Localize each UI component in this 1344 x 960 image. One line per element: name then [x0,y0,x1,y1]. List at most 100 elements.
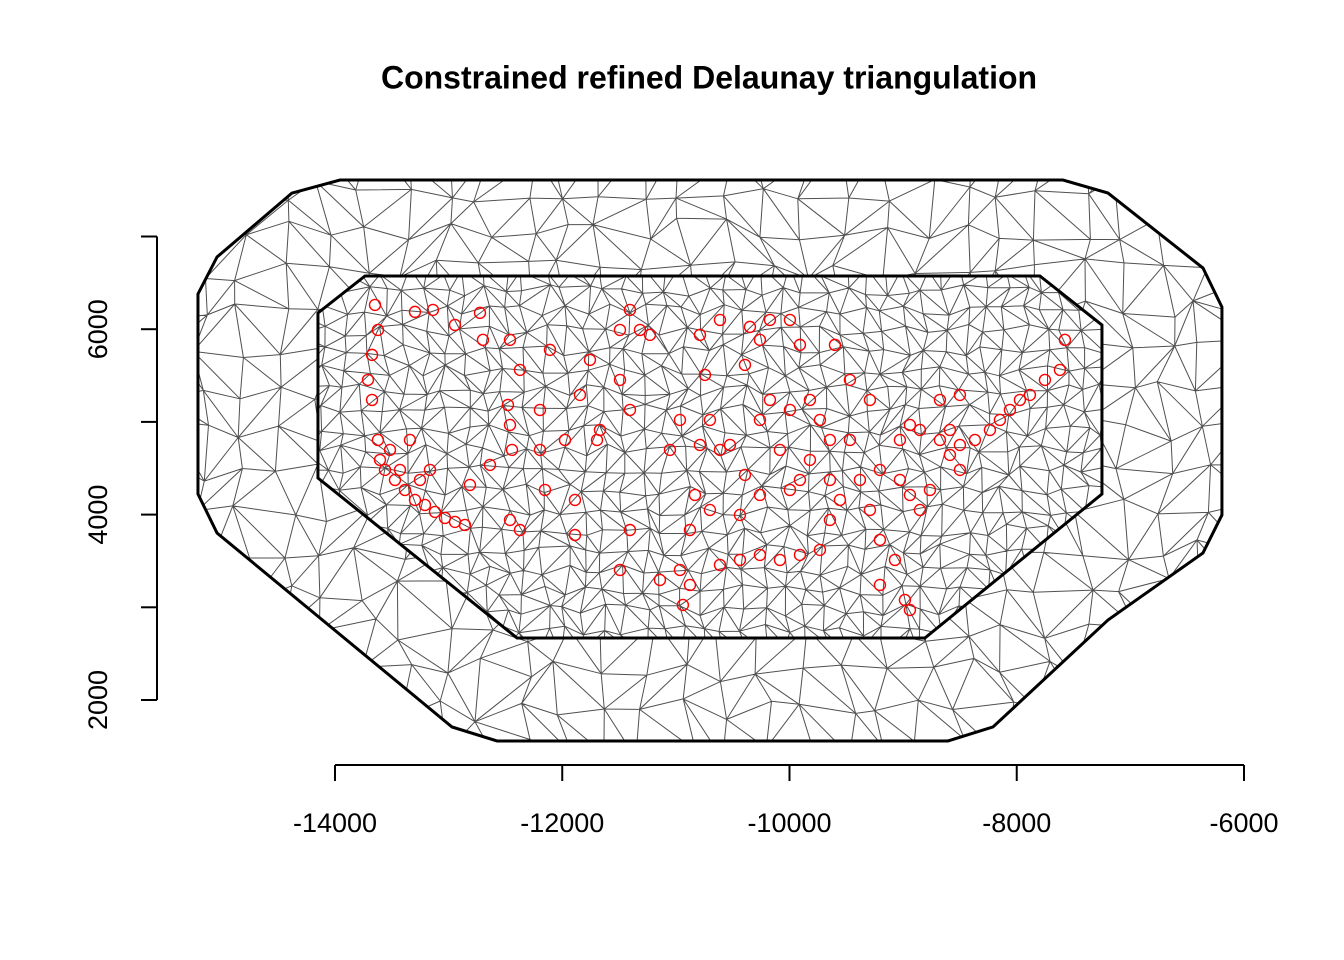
point [558,433,572,447]
point [688,488,702,502]
point [590,433,604,447]
point [803,453,817,467]
point [783,403,797,417]
point [503,333,517,347]
point [693,328,707,342]
point [1058,333,1072,347]
point [783,313,797,327]
point [408,305,422,319]
point [738,468,752,482]
point [953,388,967,402]
x-tick-label: -6000 [1209,808,1278,838]
y-tick-label: 2000 [83,670,113,730]
point [753,413,767,427]
boundary [196,178,1224,743]
point [463,478,477,492]
point [1038,373,1052,387]
point [813,413,827,427]
point [783,483,797,497]
point [823,433,837,447]
point [698,368,712,382]
point [803,393,817,407]
point [361,373,375,387]
point [738,358,752,372]
point [753,333,767,347]
point [793,473,807,487]
point [1013,393,1027,407]
point [371,323,385,337]
point [853,473,867,487]
point [843,373,857,387]
point [373,453,387,467]
point [903,418,917,432]
point [743,320,757,334]
point [426,303,440,317]
point [383,443,397,457]
point [953,438,967,452]
point [683,523,697,537]
point [753,548,767,562]
point [823,513,837,527]
mesh [317,275,1102,638]
point [448,318,462,332]
point [483,458,497,472]
x-tick-label: -12000 [520,808,604,838]
point [693,438,707,452]
point [773,443,787,457]
point [501,398,515,412]
point [873,463,887,477]
point [543,343,557,357]
point [898,593,912,607]
point [533,443,547,457]
point [623,403,637,417]
point [813,543,827,557]
point [476,333,490,347]
point [713,558,727,572]
point [983,423,997,437]
point [773,553,787,567]
y-tick-label: 6000 [83,299,113,359]
point [573,388,587,402]
x-tick-label: -8000 [982,808,1051,838]
point [843,433,857,447]
point [968,433,982,447]
point [633,323,647,337]
point [888,553,902,567]
point [763,313,777,327]
point [371,433,385,447]
point [368,298,382,312]
point [533,403,547,417]
point [388,473,402,487]
point [393,463,407,477]
point [673,413,687,427]
point [418,498,432,512]
point [863,503,877,517]
x-tick-label: -10000 [747,808,831,838]
point [505,443,519,457]
point [828,338,842,352]
point [503,418,517,432]
mesh-background [317,275,1102,638]
point [423,463,437,477]
point [733,508,747,522]
point [1053,363,1067,377]
point [713,443,727,457]
point [933,433,947,447]
point [1003,403,1017,417]
y-tick-label: 4000 [83,485,113,545]
point [753,488,767,502]
point [863,393,877,407]
point [365,393,379,407]
point [923,483,937,497]
point [663,443,677,457]
point [903,488,917,502]
point [398,483,412,497]
point [873,578,887,592]
point [365,348,379,362]
point [378,463,392,477]
point [458,518,472,532]
point [793,338,807,352]
point [428,505,442,519]
